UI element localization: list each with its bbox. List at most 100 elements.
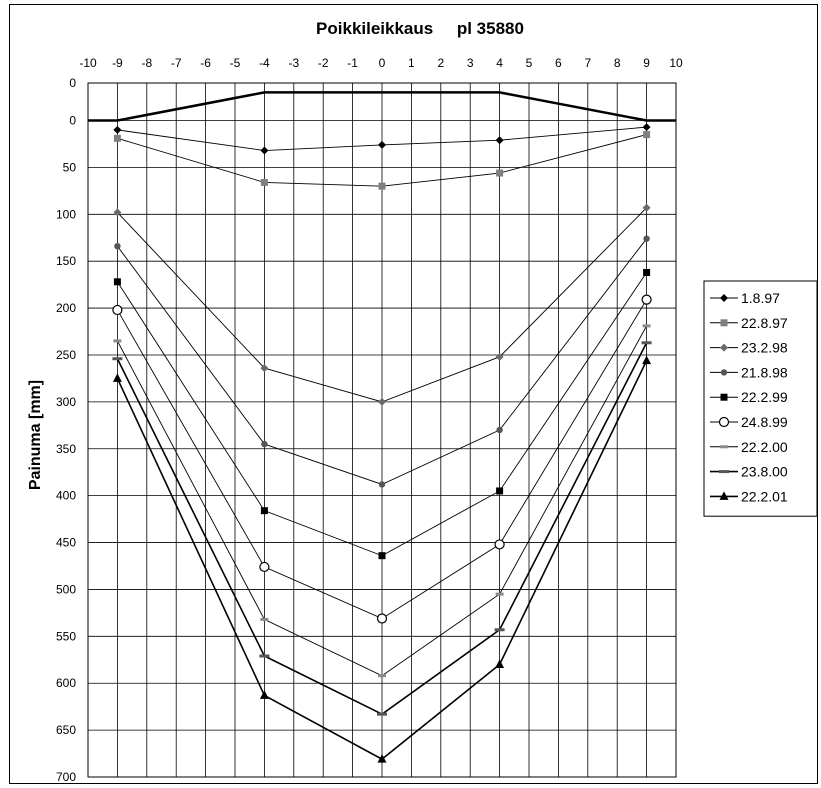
series-1.8.97 — [113, 123, 651, 155]
chart-title: Poikkileikkaus pl 35880 — [316, 19, 524, 38]
legend-swatch-marker — [720, 393, 728, 401]
legend-swatch-marker — [718, 416, 730, 428]
x-tick-label: 2 — [437, 56, 444, 70]
y-tick-labels: 0 0 50 100 150 200 250 300 350 400 450 500 550 600 650… — [56, 76, 76, 784]
data-point — [641, 294, 652, 305]
data-point — [495, 659, 505, 668]
data-point — [113, 339, 122, 343]
series-22.2.01 — [112, 355, 652, 763]
legend-swatch-marker — [720, 369, 728, 376]
x-tick-label: 0 — [379, 56, 386, 70]
data-point — [260, 146, 269, 155]
series-22.8.97 — [113, 131, 651, 190]
x-tick-label: -2 — [318, 56, 329, 70]
x-tick-label: 6 — [555, 56, 562, 70]
x-tick-label: 3 — [467, 56, 474, 70]
chart: Poikkileikkaus pl 35880 -10 -9 -8 -7 -6 -5 -4 -… — [27, 19, 818, 784]
series-23.2.98 — [113, 203, 651, 406]
data-point — [643, 268, 651, 276]
data-point — [378, 397, 386, 406]
data-point — [260, 617, 269, 621]
x-tick-label: -3 — [288, 56, 299, 70]
data-point — [259, 561, 270, 573]
data-point — [496, 169, 504, 177]
y-tick-label: 250 — [56, 348, 76, 362]
data-point — [642, 355, 652, 365]
legend-label: 22.8.97 — [741, 315, 788, 331]
data-point — [496, 426, 503, 434]
legend-swatch-marker — [720, 445, 728, 449]
data-point — [376, 613, 388, 624]
y-tick-label: 600 — [56, 676, 76, 690]
x-tick-label: -7 — [171, 56, 182, 70]
y-tick-label: 300 — [56, 395, 76, 409]
x-tick-label: 8 — [614, 56, 621, 70]
data-point — [494, 539, 505, 550]
y-tick-label: 0 — [69, 114, 76, 128]
data-point — [260, 364, 269, 373]
x-tick-label: -4 — [259, 56, 270, 70]
data-point — [112, 373, 122, 382]
y-tick-label: 100 — [56, 207, 76, 221]
data-point — [261, 440, 268, 448]
y-tick-label: 500 — [56, 582, 76, 596]
x-tick-label: -5 — [230, 56, 241, 70]
y-tick-label: 350 — [56, 442, 76, 456]
y-axis-label: Painuma [mm] — [27, 380, 44, 490]
y-tick-label: 400 — [56, 489, 76, 503]
x-tick-label: 10 — [669, 56, 683, 70]
data-point — [113, 134, 121, 142]
x-tick-label: -10 — [79, 56, 97, 70]
series-21.8.98 — [114, 235, 650, 488]
data-point — [113, 208, 122, 217]
legend-label: 23.2.98 — [741, 340, 788, 356]
legend: 1.8.97 22.8.97 23.2.98 21.8.98 22.2.99 24.8.9… — [703, 280, 818, 517]
series-24.8.99 — [112, 294, 652, 624]
data-point — [496, 487, 504, 495]
x-tick-label: -9 — [112, 56, 123, 70]
x-tick-labels: -10 -9 -8 -7 -6 -5 -4 -3 -2 -1 0 1 2 3 4 5 6 7 8 9 10 — [79, 56, 683, 70]
legend-swatch-marker — [720, 294, 728, 302]
data-point — [495, 352, 504, 361]
y-tick-label: 200 — [56, 301, 76, 315]
y-tick-label: 450 — [56, 536, 76, 550]
data-point — [113, 125, 122, 134]
data-point — [643, 131, 651, 139]
x-tick-label: 5 — [526, 56, 533, 70]
x-tick-label: 9 — [643, 56, 650, 70]
data-point — [378, 552, 386, 560]
x-tick-label: 4 — [496, 56, 503, 70]
y-tick-label: 150 — [56, 254, 76, 268]
data-point — [378, 674, 386, 678]
surface-profile — [88, 91, 676, 122]
x-tick-label: 1 — [408, 56, 415, 70]
y-tick-label: 550 — [56, 629, 76, 643]
legend-swatch-marker — [719, 491, 729, 500]
legend-label: 22.2.01 — [741, 488, 788, 504]
x-tick-label: -8 — [141, 56, 152, 70]
series-22.2.00 — [113, 324, 651, 678]
data-point — [495, 592, 504, 596]
legend-swatch-marker — [720, 319, 728, 327]
legend-label: 21.8.98 — [741, 364, 788, 380]
data-point — [377, 712, 387, 716]
x-tick-label: -6 — [200, 56, 211, 70]
data-point — [641, 341, 652, 345]
y-tick-label: 700 — [56, 770, 76, 784]
series-23.8.00 — [112, 341, 652, 716]
data-point — [259, 690, 269, 699]
data-point — [260, 178, 268, 186]
y-tick-label: 650 — [56, 723, 76, 737]
chart-frame: Poikkileikkaus pl 35880 -10 -9 -8 -7 -6 -5 -4 -… — [9, 4, 818, 784]
data-point — [114, 242, 121, 250]
legend-label: 22.2.00 — [741, 439, 788, 455]
data-point — [643, 235, 650, 242]
legend-label: 24.8.99 — [741, 414, 788, 430]
series-22.2.99 — [113, 268, 651, 560]
data-point — [260, 507, 268, 515]
data-point — [112, 357, 123, 361]
data-point — [113, 278, 121, 286]
series-group — [112, 123, 652, 763]
data-point — [377, 754, 387, 763]
data-point — [378, 182, 386, 190]
